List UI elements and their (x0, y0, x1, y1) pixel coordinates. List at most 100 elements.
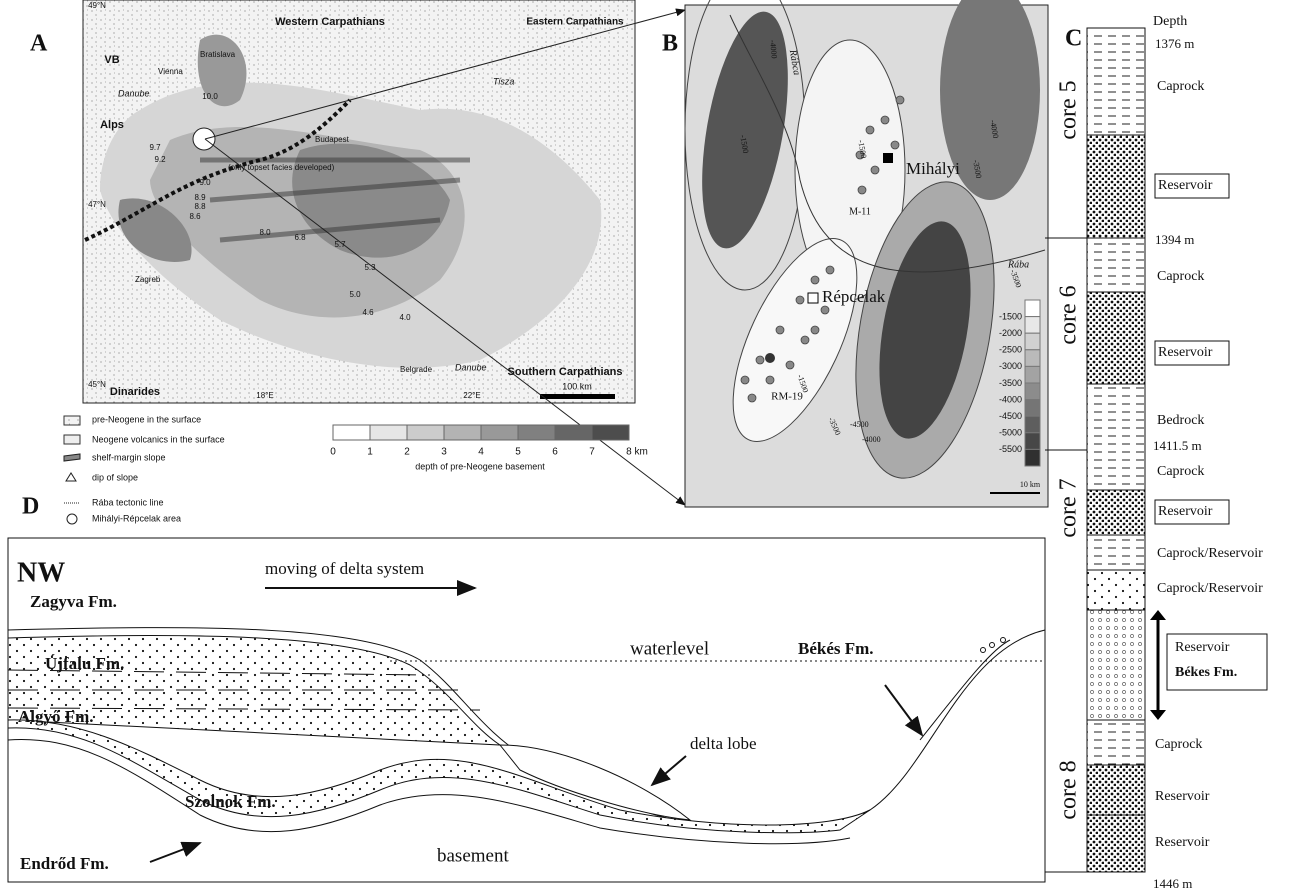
layer-label: Reservoir (1158, 178, 1213, 193)
coordinate-label: 22°E (463, 391, 480, 400)
depth-label: 7 (589, 447, 595, 458)
region-label: Dinarides (110, 386, 160, 398)
depth-label: 8 km (626, 447, 648, 458)
arrow-label: moving of delta system (265, 559, 424, 578)
depth-swatch (1025, 433, 1040, 450)
formation-label: Zagyva Fm. (30, 592, 117, 611)
core-label: core 7 (1056, 478, 1082, 537)
contour-label: -4000 (768, 40, 779, 59)
depth-label: 1394 m (1155, 232, 1194, 247)
layer-label: Bedrock (1157, 413, 1204, 428)
city-label: Zagreb (135, 275, 161, 284)
panel-label: A (30, 31, 48, 57)
layer-label: Caprock (1157, 269, 1204, 284)
layer-label: Caprock (1157, 464, 1204, 479)
legend-label: dip of slope (92, 472, 138, 482)
depth-label: 0 (330, 447, 336, 458)
depth-swatch (555, 425, 592, 440)
formation-label: Endrőd Fm. (20, 854, 109, 873)
river-label: Danube (455, 362, 487, 372)
section-label: waterlevel (630, 638, 709, 659)
legend-label: pre-Neogene in the surface (92, 414, 201, 424)
layer-label: Caprock (1157, 79, 1204, 94)
city-label: Budapest (315, 135, 350, 144)
river-label: Tisza (493, 76, 514, 86)
core-label: core 6 (1056, 285, 1082, 344)
region-label: VB (104, 54, 119, 66)
depth-swatch (518, 425, 555, 440)
scale-value: -4000 (999, 394, 1022, 404)
depth-swatch (1025, 366, 1040, 383)
legend-label: shelf-margin slope (92, 452, 166, 462)
age-label: 4.6 (362, 308, 374, 317)
scale-value: -5000 (999, 428, 1022, 438)
scale-label: 10 km (1020, 480, 1041, 489)
age-label: 8.0 (259, 228, 271, 237)
depth-swatch (481, 425, 518, 440)
age-label: 5.0 (349, 290, 361, 299)
core-label: core 8 (1056, 760, 1082, 819)
formation-label: Újfalu Fm. (45, 654, 124, 673)
scale-value: -3000 (999, 361, 1022, 371)
depth-swatch (1025, 400, 1040, 417)
direction-label: NW (17, 557, 65, 588)
formation-label: Szolnok Fm. (185, 792, 276, 811)
map-b (685, 0, 1048, 507)
layer-label: Caprock/Reservoir (1157, 546, 1263, 561)
panel-label: D (22, 494, 39, 520)
age-label: 8.6 (189, 212, 201, 221)
cross-section (8, 538, 1045, 882)
depth-label: 1 (367, 447, 373, 458)
layer-label: Caprock/Reservoir (1157, 581, 1263, 596)
layer-label: Reservoir (1155, 835, 1210, 850)
depth-swatch (1025, 300, 1040, 317)
formation-label: Békés Fm. (798, 639, 874, 658)
core-label: core 5 (1056, 80, 1082, 139)
layer-label: Reservoir (1175, 640, 1230, 655)
age-label: 9.0 (199, 178, 211, 187)
depth-label: 5 (515, 447, 521, 458)
layer-label: Caprock (1155, 737, 1202, 752)
scale-label: 100 km (562, 381, 592, 391)
depth-label: 3 (441, 447, 447, 458)
formation-label: Algyő Fm. (18, 707, 94, 726)
coordinate-label: 45°N (88, 380, 106, 389)
layer-label: Reservoir (1155, 789, 1210, 804)
river-label: Danube (118, 88, 150, 98)
scale-value: -2500 (999, 345, 1022, 355)
scale-value: -1500 (999, 311, 1022, 321)
depth-swatch (1025, 416, 1040, 433)
layer-label: Békes Fm. (1175, 665, 1237, 680)
region-label: Western Carpathians (275, 16, 385, 28)
contour-label: -4500 (850, 420, 869, 429)
depth-title: Depth (1153, 14, 1187, 29)
depth-swatch (370, 425, 407, 440)
depth-swatch (1025, 333, 1040, 350)
city-label: Vienna (158, 67, 183, 76)
page: { "panel_a": { "label": "A", "regions": … (0, 0, 1306, 893)
figure: AWestern CarpathiansEastern CarpathiansA… (0, 0, 1306, 893)
scale-value: -5500 (999, 444, 1022, 454)
depth-swatch (1025, 350, 1040, 367)
depth-label: 1446 m (1153, 876, 1192, 891)
region-label: Alps (100, 119, 124, 131)
scale-value: -2000 (999, 328, 1022, 338)
depth-label: 4 (478, 447, 484, 458)
legend-label: Rába tectonic line (92, 497, 164, 507)
legend-label: Mihályi-Répcelak area (92, 513, 181, 523)
layer-label: Reservoir (1158, 504, 1213, 519)
city-label: Bratislava (200, 50, 236, 59)
section-label: delta lobe (690, 734, 757, 753)
depth-label: 1376 m (1155, 36, 1194, 51)
place-label: Mihályi (906, 159, 960, 178)
age-label: 4.0 (399, 313, 411, 322)
coordinate-label: 47°N (88, 200, 106, 209)
depth-swatch (592, 425, 629, 440)
layer-label: Reservoir (1158, 345, 1213, 360)
age-label: 8.8 (194, 202, 206, 211)
scale-value: -3500 (999, 378, 1022, 388)
region-label: Southern Carpathians (508, 366, 623, 378)
section-label: basement (437, 845, 509, 866)
well-label: RM-19 (771, 391, 803, 403)
coordinate-label: 49°N (88, 1, 106, 10)
